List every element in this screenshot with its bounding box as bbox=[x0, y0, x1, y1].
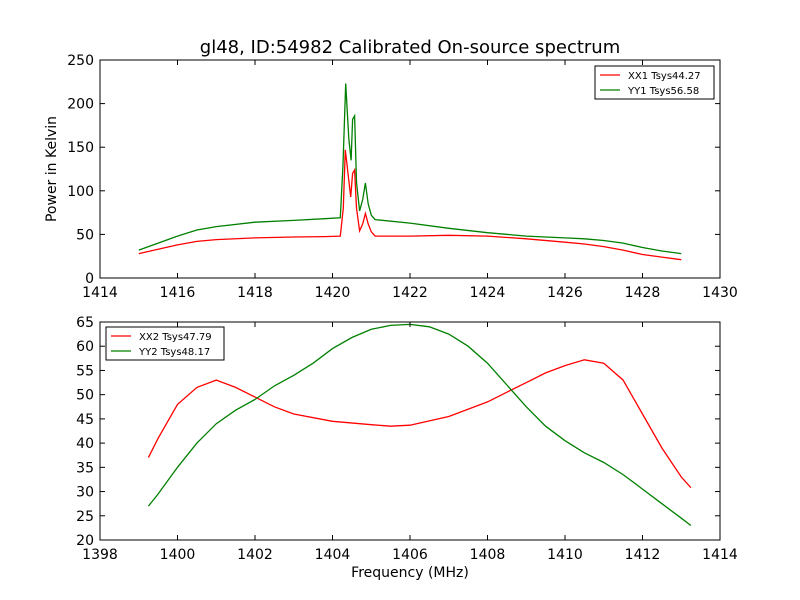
legend-box bbox=[105, 326, 225, 361]
y-tick-label: 50 bbox=[76, 388, 94, 404]
legend-label: YY1 Tsys56.58 bbox=[627, 86, 699, 97]
bottom-spectrum-panel: 1398 1400 1402 1404 1406 1408 1410 1412 1414 20 25… bbox=[76, 315, 738, 581]
y-tick-label: 100 bbox=[67, 184, 94, 200]
x-tick-label: 1400 bbox=[160, 547, 196, 563]
x-tick-label: 1404 bbox=[315, 547, 351, 563]
x-tick-label: 1414 bbox=[82, 285, 118, 301]
y-tick-label: 65 bbox=[76, 315, 94, 331]
legend: XX2 Tsys47.79 YY2 Tsys48.17 bbox=[105, 326, 225, 361]
series-line-xx bbox=[147, 359, 692, 489]
y-tick-label: 50 bbox=[76, 227, 94, 243]
y-tick-label: 60 bbox=[76, 339, 94, 355]
y-tick-label: 0 bbox=[85, 271, 94, 287]
x-tick-label: 1398 bbox=[82, 547, 118, 563]
top-spectrum-panel: 1414 1416 1418 1420 1422 1424 1426 1428 1430 0 50 1… bbox=[44, 53, 738, 301]
y-tick-label: 150 bbox=[67, 140, 94, 156]
y-tick-label: 35 bbox=[76, 460, 94, 476]
x-tick-label: 1430 bbox=[702, 285, 738, 301]
series-line-yy bbox=[138, 83, 682, 255]
chart-title: gl48, ID:54982 Calibrated On-source spec… bbox=[200, 37, 620, 58]
x-tick-label: 1424 bbox=[470, 285, 506, 301]
x-tick-label: 1412 bbox=[625, 547, 661, 563]
legend-label: YY2 Tsys48.17 bbox=[138, 347, 210, 358]
x-tick-label: 1426 bbox=[547, 285, 583, 301]
series-line-xx bbox=[138, 149, 682, 261]
x-tick-label: 1406 bbox=[392, 547, 428, 563]
legend-label: XX1 Tsys44.27 bbox=[628, 71, 701, 82]
x-tick-label: 1402 bbox=[237, 547, 273, 563]
x-tick-label: 1422 bbox=[392, 285, 428, 301]
x-tick-label: 1428 bbox=[625, 285, 661, 301]
y-tick-label: 55 bbox=[76, 363, 94, 379]
x-axis-label: Frequency (MHz) bbox=[351, 565, 469, 581]
legend: XX1 Tsys44.27 YY1 Tsys56.58 bbox=[594, 65, 715, 100]
x-tick-label: 1420 bbox=[315, 285, 351, 301]
y-tick-label: 250 bbox=[67, 53, 94, 69]
y-axis-label: Power in Kelvin bbox=[44, 116, 60, 222]
x-tick-label: 1408 bbox=[470, 547, 506, 563]
x-tick-label: 1418 bbox=[237, 285, 273, 301]
series-line-yy bbox=[147, 323, 692, 527]
y-tick-label: 45 bbox=[76, 412, 94, 428]
legend-box bbox=[594, 65, 715, 100]
y-tick-label: 30 bbox=[76, 485, 94, 501]
x-tick-label: 1416 bbox=[160, 285, 196, 301]
y-tick-label: 200 bbox=[67, 97, 94, 113]
x-tick-label: 1410 bbox=[547, 547, 583, 563]
legend-label: XX2 Tsys47.79 bbox=[139, 332, 212, 343]
y-tick-label: 40 bbox=[76, 436, 94, 452]
y-tick-label: 20 bbox=[76, 533, 94, 549]
x-tick-label: 1414 bbox=[702, 547, 738, 563]
y-tick-label: 25 bbox=[76, 509, 94, 525]
